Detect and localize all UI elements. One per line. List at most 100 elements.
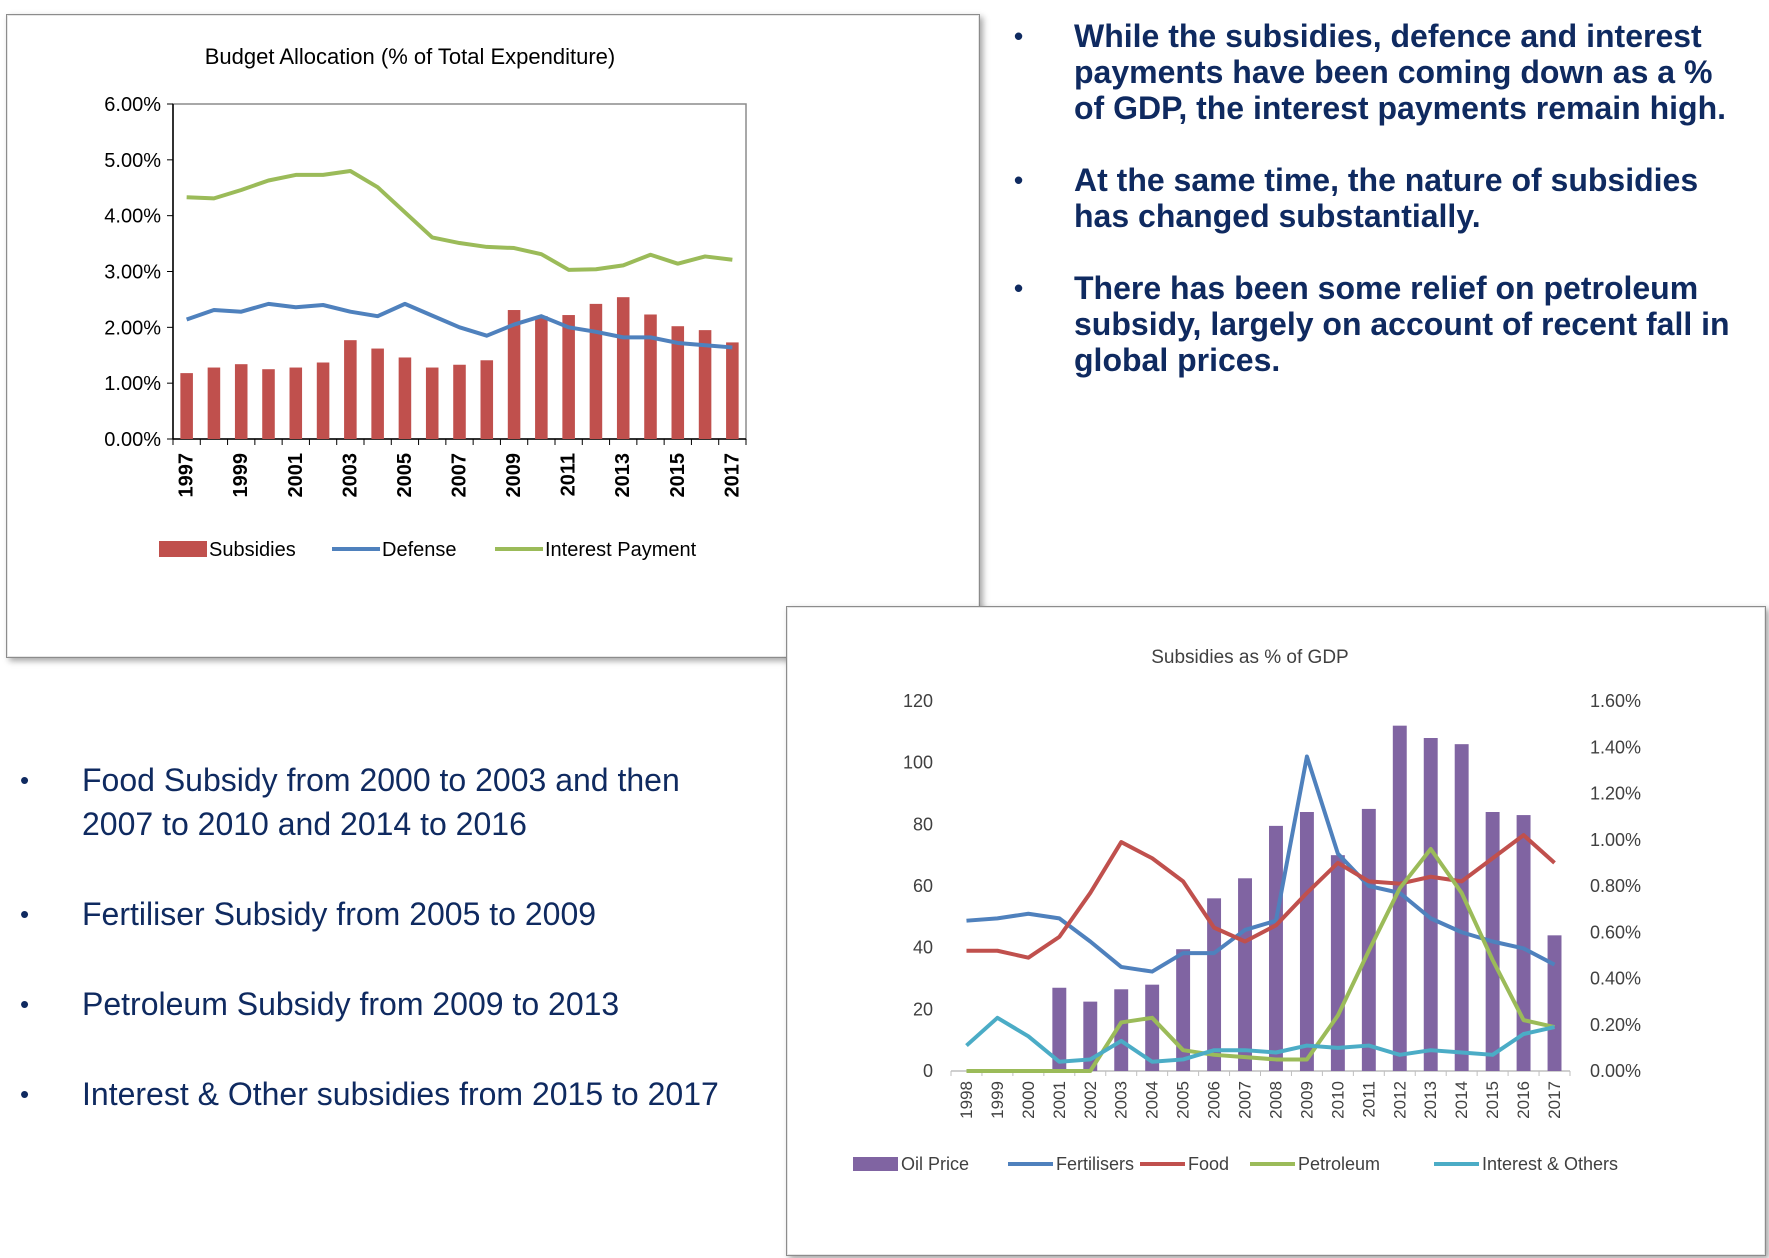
bullet-item: Food Subsidy from 2000 to 2003 and then … — [20, 758, 720, 846]
x-tick-label: 2003 — [339, 453, 361, 498]
y-tick-label: 3.00% — [104, 262, 161, 284]
x-tick-label: 1999 — [988, 1081, 1007, 1119]
bar-oil-price — [1114, 989, 1129, 1071]
bar-oil-price — [1330, 855, 1345, 1071]
x-tick-label: 2014 — [1452, 1081, 1471, 1119]
bar-oil-price — [1238, 878, 1252, 1071]
y-tick-label: 6.00% — [104, 94, 161, 116]
budget-allocation-chart: Budget Allocation (% of Total Expenditur… — [104, 44, 747, 561]
subsidies-gdp-chart-panel: Subsidies as % of GDP 0 20 40 60 80 100 120 0.00… — [786, 606, 1766, 1256]
y-left-tick-label: 20 — [913, 999, 933, 1019]
legend-label: Oil Price — [901, 1154, 969, 1174]
x-tick-label: 2002 — [1081, 1081, 1100, 1119]
series-line-defense — [185, 301, 733, 350]
bar-subsidies — [344, 340, 357, 439]
x-tick-label: 2012 — [1390, 1081, 1409, 1119]
bar-subsidies — [480, 360, 494, 439]
y-tick-label: 1.00% — [104, 373, 161, 395]
x-tick-label: 2015 — [1483, 1081, 1502, 1119]
legend-label: Interest Payment — [545, 539, 697, 561]
bar-subsidies — [289, 367, 303, 439]
bar-subsidies — [180, 373, 193, 439]
x-tick-label: 2001 — [1050, 1081, 1069, 1119]
bullets-top: While the subsidies, defence and interes… — [1014, 18, 1734, 414]
y-left-tick-label: 120 — [903, 691, 933, 711]
bullet-item: There has been some relief on petroleum … — [1014, 270, 1734, 378]
bar-oil-price — [1052, 987, 1067, 1071]
y-left-tick-label: 80 — [913, 814, 933, 834]
x-tick-label: 1998 — [957, 1081, 976, 1119]
bar-oil-price — [1299, 812, 1314, 1071]
bar-subsidies — [398, 357, 412, 439]
x-tick-label: 2005 — [1174, 1081, 1193, 1119]
bar-subsidies — [726, 342, 739, 439]
bar-subsidies — [234, 364, 248, 439]
bar-oil-price — [1423, 738, 1438, 1071]
bar-subsidies — [453, 364, 466, 439]
bar-subsidies — [316, 362, 330, 439]
bullets-bottom: Food Subsidy from 2000 to 2003 and then … — [20, 758, 720, 1162]
y-left-tick-label: 60 — [913, 876, 933, 896]
x-tick-label: 2011 — [558, 453, 580, 496]
y-tick-label: 2.00% — [104, 317, 161, 339]
y-right-tick-label: 1.60% — [1590, 691, 1641, 711]
bar-oil-price — [1083, 1001, 1098, 1071]
x-tick-label: 1997 — [176, 453, 198, 498]
bar-subsidies — [698, 330, 712, 439]
y-right-tick-label: 0.20% — [1590, 1015, 1641, 1035]
bar-oil-price — [1547, 935, 1562, 1071]
bar-subsidies — [507, 310, 521, 439]
x-tick-label: 2010 — [1328, 1081, 1347, 1119]
bar-oil-price — [1392, 725, 1407, 1071]
x-tick-label: 2000 — [1019, 1081, 1038, 1119]
bullet-item: Interest & Other subsidies from 2015 to … — [20, 1072, 720, 1116]
chart-title: Subsidies as % of GDP — [1151, 647, 1348, 668]
y-left-tick-label: 40 — [913, 938, 933, 958]
y-right-tick-label: 1.00% — [1590, 830, 1641, 850]
x-tick-label: 2007 — [1236, 1081, 1255, 1119]
bullet-item: At the same time, the nature of subsidie… — [1014, 162, 1734, 234]
x-tick-label: 2013 — [1421, 1081, 1440, 1119]
x-tick-label: 2001 — [285, 453, 307, 498]
bar-oil-price — [1269, 825, 1283, 1071]
legend-label: Defense — [382, 539, 457, 561]
bar-oil-price — [1145, 984, 1160, 1071]
bar-subsidies — [671, 326, 685, 439]
bar-subsidies — [644, 314, 657, 439]
legend-swatch — [853, 1157, 898, 1171]
bar-subsidies — [562, 315, 575, 439]
legend-label: Petroleum — [1298, 1154, 1380, 1174]
bar-oil-price — [1361, 808, 1376, 1071]
chart-title: Budget Allocation (% of Total Expenditur… — [205, 44, 616, 69]
y-tick-label: 5.00% — [104, 150, 161, 172]
bar-oil-price — [1176, 949, 1191, 1071]
y-left-tick-label: 100 — [903, 753, 933, 773]
x-tick-label: 2003 — [1112, 1081, 1131, 1119]
series-line-food — [966, 833, 1556, 960]
legend-label: Food — [1188, 1154, 1229, 1174]
x-tick-label: 2016 — [1514, 1081, 1533, 1119]
bullet-item: Fertiliser Subsidy from 2005 to 2009 — [20, 892, 720, 936]
bar-subsidies — [425, 367, 439, 439]
legend-label: Fertilisers — [1056, 1154, 1134, 1174]
bar-oil-price — [1207, 898, 1222, 1071]
x-tick-label: 2004 — [1143, 1081, 1162, 1119]
y-right-tick-label: 0.80% — [1590, 876, 1641, 896]
bar-subsidies — [262, 369, 275, 439]
y-right-tick-label: 0.60% — [1590, 922, 1641, 942]
x-tick-label: 2007 — [449, 453, 471, 498]
bar-oil-price — [1516, 815, 1531, 1071]
series-line-interest-others — [965, 1015, 1555, 1064]
bar-subsidies — [535, 316, 548, 439]
y-left-tick-label: 0 — [923, 1061, 933, 1081]
y-right-tick-label: 0.40% — [1590, 969, 1641, 989]
bar-subsidies — [589, 303, 603, 439]
legend-swatch — [159, 541, 207, 557]
y-tick-label: 4.00% — [104, 206, 161, 228]
x-tick-label: 2006 — [1205, 1081, 1224, 1119]
y-right-tick-label: 1.40% — [1590, 737, 1641, 757]
y-right-tick-label: 1.20% — [1590, 784, 1641, 804]
budget-allocation-chart-panel: Budget Allocation (% of Total Expenditur… — [6, 14, 980, 658]
x-tick-label: 2005 — [394, 453, 416, 498]
legend-label: Interest & Others — [1482, 1154, 1618, 1174]
